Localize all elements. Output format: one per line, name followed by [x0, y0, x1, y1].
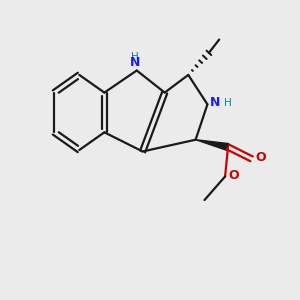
Polygon shape — [196, 140, 229, 151]
Text: O: O — [255, 151, 266, 164]
Text: N: N — [130, 56, 140, 69]
Text: H: H — [131, 52, 139, 62]
Text: H: H — [224, 98, 231, 108]
Text: O: O — [229, 169, 239, 182]
Text: N: N — [210, 96, 221, 110]
